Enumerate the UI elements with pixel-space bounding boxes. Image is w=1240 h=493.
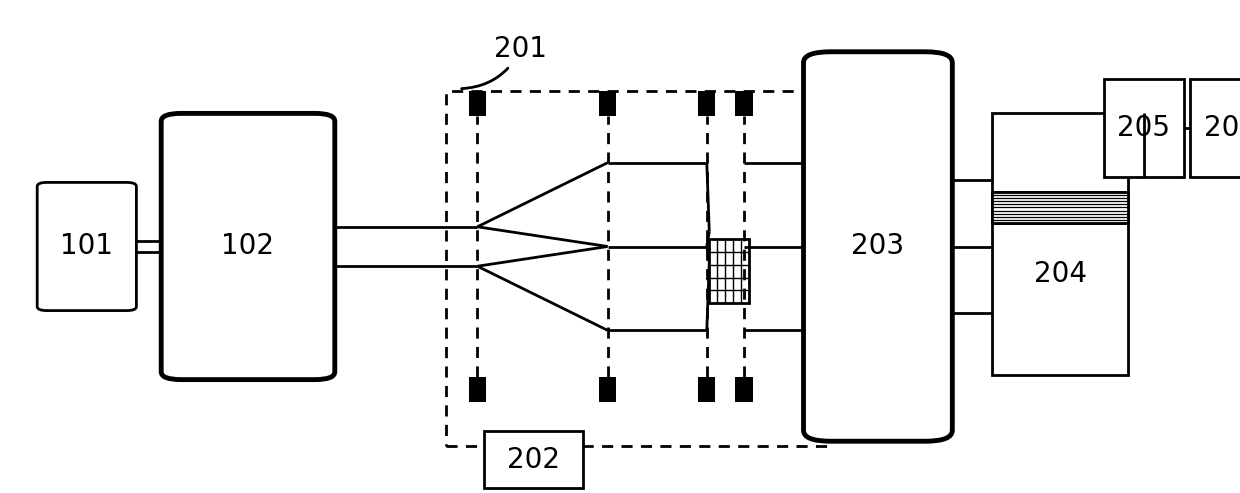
Text: 203: 203 bbox=[852, 233, 904, 260]
Bar bbox=[469, 91, 486, 116]
Text: 204: 204 bbox=[1034, 260, 1086, 287]
Bar bbox=[469, 377, 486, 402]
Bar bbox=[992, 192, 1128, 223]
FancyBboxPatch shape bbox=[37, 182, 136, 311]
FancyBboxPatch shape bbox=[804, 52, 952, 441]
Bar bbox=[992, 192, 1128, 223]
Bar bbox=[1104, 79, 1184, 177]
Text: 205: 205 bbox=[1117, 114, 1171, 142]
Text: 206: 206 bbox=[1204, 114, 1240, 142]
FancyBboxPatch shape bbox=[161, 113, 335, 380]
Bar bbox=[446, 91, 831, 446]
Bar bbox=[709, 239, 749, 303]
Text: 201: 201 bbox=[461, 35, 547, 89]
Bar bbox=[735, 377, 753, 402]
Bar bbox=[992, 113, 1128, 375]
Bar bbox=[698, 377, 715, 402]
Bar bbox=[484, 431, 583, 488]
Bar bbox=[1190, 79, 1240, 177]
Bar bbox=[735, 91, 753, 116]
Text: 202: 202 bbox=[507, 446, 559, 474]
Text: 102: 102 bbox=[222, 233, 274, 260]
Text: 101: 101 bbox=[61, 233, 113, 260]
Bar bbox=[698, 91, 715, 116]
Bar bbox=[599, 377, 616, 402]
Bar bbox=[599, 91, 616, 116]
